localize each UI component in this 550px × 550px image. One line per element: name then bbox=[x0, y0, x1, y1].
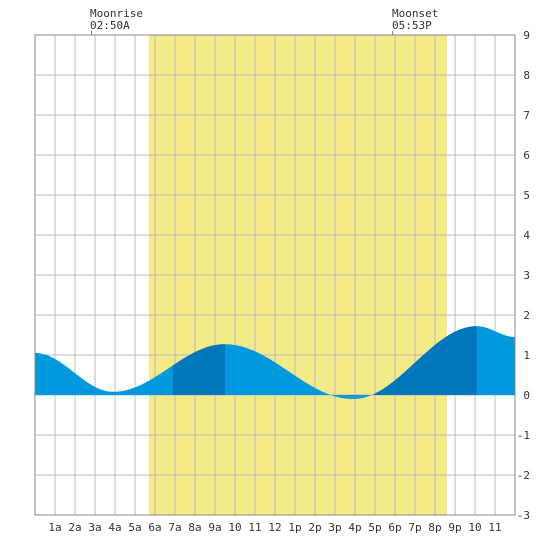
y-tick-label: -2 bbox=[517, 469, 530, 482]
x-tick-label: 10 bbox=[468, 521, 481, 534]
x-tick-label: 7a bbox=[168, 521, 181, 534]
moon-annotations: Moonrise 02:50A Moonset 05:53P bbox=[90, 7, 438, 35]
tide-area-flood bbox=[375, 326, 477, 395]
y-tick-label: 1 bbox=[523, 349, 530, 362]
y-tick-label: 9 bbox=[523, 29, 530, 42]
y-tick-labels: -3 -2 -1 0 1 2 3 4 5 6 7 8 9 bbox=[517, 29, 531, 522]
x-tick-label: 10 bbox=[228, 521, 241, 534]
x-tick-label: 6a bbox=[148, 521, 161, 534]
x-tick-label: 12 bbox=[268, 521, 281, 534]
y-tick-label: -3 bbox=[517, 509, 530, 522]
moonrise-time: 02:50A bbox=[90, 19, 130, 32]
y-tick-label: 6 bbox=[523, 149, 530, 162]
x-tick-label: 1p bbox=[288, 521, 301, 534]
x-tick-label: 4a bbox=[108, 521, 121, 534]
y-tick-label: 5 bbox=[523, 189, 530, 202]
x-tick-label: 9a bbox=[208, 521, 221, 534]
moonset-time: 05:53P bbox=[392, 19, 432, 32]
y-tick-label: 3 bbox=[523, 269, 530, 282]
x-tick-label: 8p bbox=[428, 521, 441, 534]
x-tick-label: 8a bbox=[188, 521, 201, 534]
plot-frame bbox=[34, 34, 516, 516]
y-tick-label: 7 bbox=[523, 109, 530, 122]
tide-area-layer bbox=[35, 326, 515, 399]
x-tick-label: 6p bbox=[388, 521, 401, 534]
moonrise-label: Moonrise bbox=[90, 7, 143, 20]
x-tick-label: 3a bbox=[88, 521, 101, 534]
x-tick-label: 3p bbox=[328, 521, 341, 534]
x-tick-label: 5p bbox=[368, 521, 381, 534]
plot-border bbox=[34, 34, 516, 516]
x-tick-label: 2a bbox=[68, 521, 81, 534]
y-tick-label: 2 bbox=[523, 309, 530, 322]
x-tick-label: 9p bbox=[448, 521, 461, 534]
tide-area-flood bbox=[173, 344, 225, 395]
y-tick-label: -1 bbox=[517, 429, 530, 442]
x-tick-label: 11 bbox=[248, 521, 261, 534]
x-tick-label: 1a bbox=[48, 521, 61, 534]
x-tick-label: 5a bbox=[128, 521, 141, 534]
moonset-label: Moonset bbox=[392, 7, 438, 20]
y-tick-label: 8 bbox=[523, 69, 530, 82]
x-tick-label: 4p bbox=[348, 521, 361, 534]
x-tick-label: 11 bbox=[488, 521, 501, 534]
y-tick-label: 4 bbox=[523, 229, 530, 242]
x-tick-label: 2p bbox=[308, 521, 321, 534]
y-tick-label: 0 bbox=[523, 389, 530, 402]
x-tick-label: 7p bbox=[408, 521, 421, 534]
x-tick-labels: 1a 2a 3a 4a 5a 6a 7a 8a 9a 10 11 12 1p 2p 3p 4p 5p 6p 7p 8p… bbox=[48, 521, 501, 534]
